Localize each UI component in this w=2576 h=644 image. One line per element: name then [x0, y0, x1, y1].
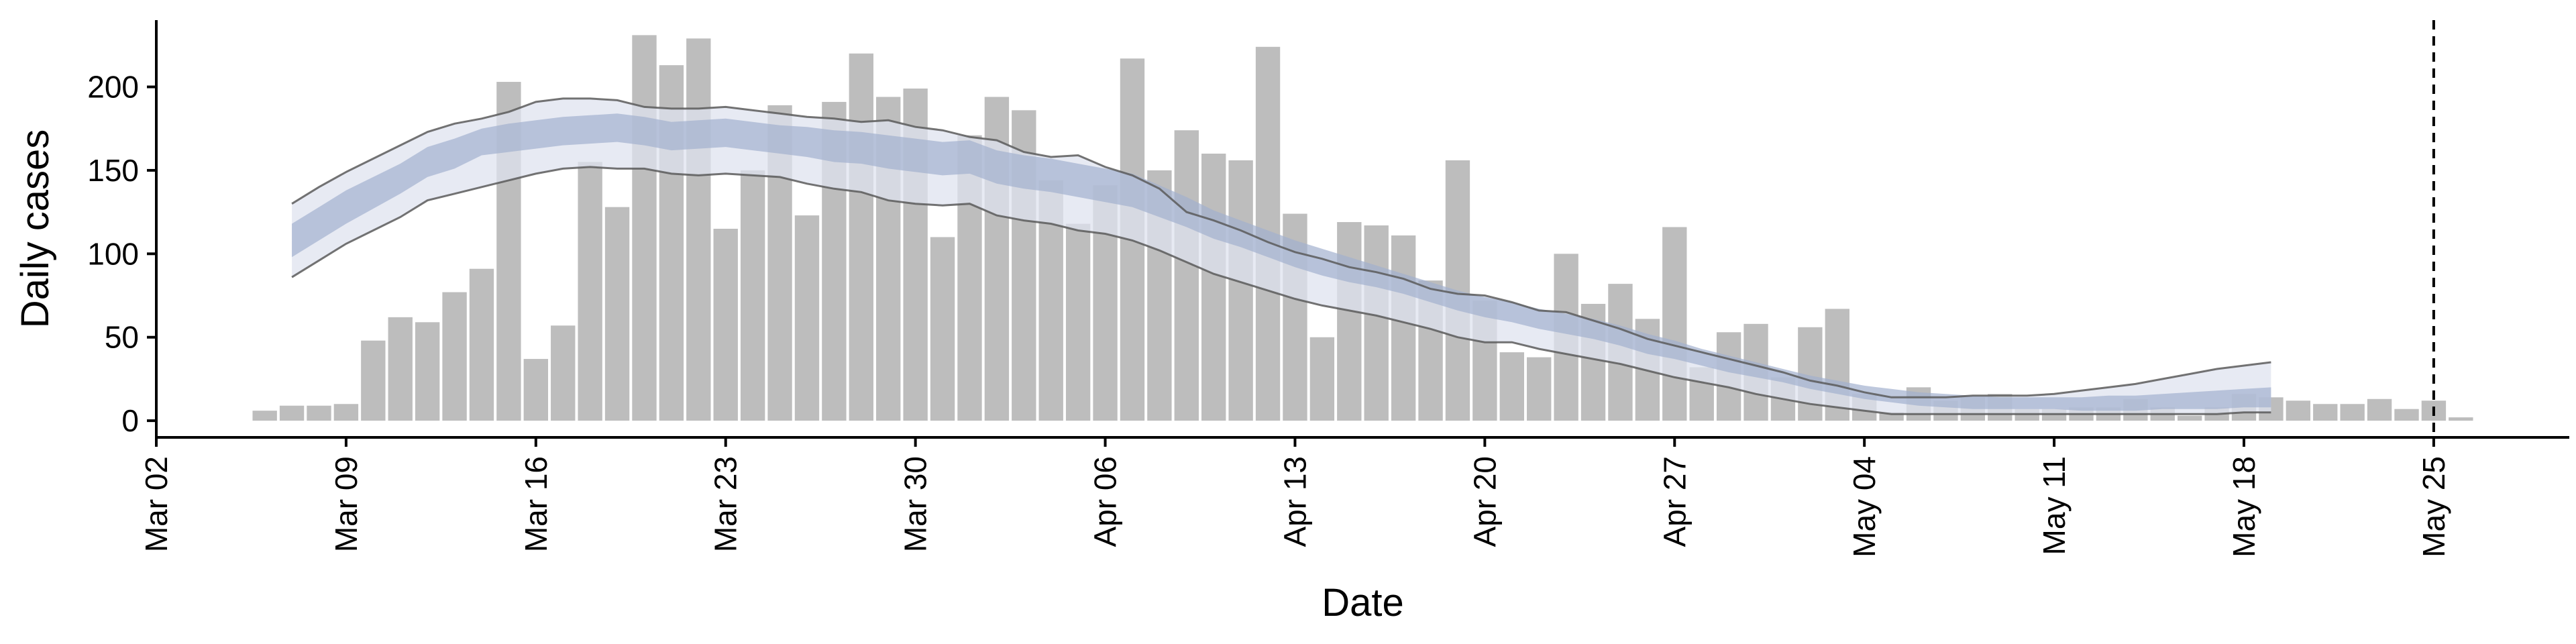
case-bar — [388, 317, 413, 421]
case-bar — [2449, 417, 2473, 421]
x-tick-label: Apr 27 — [1657, 456, 1692, 547]
x-tick-label: May 11 — [2037, 456, 2072, 555]
x-tick-label: Mar 16 — [519, 456, 553, 552]
case-bar — [307, 405, 331, 421]
case-bar — [849, 53, 873, 421]
inner-credible-band — [292, 113, 2271, 411]
case-bar — [361, 340, 386, 421]
y-tick-label: 200 — [87, 70, 139, 105]
case-bars — [252, 35, 2473, 421]
case-bar — [551, 325, 576, 421]
case-bar — [1065, 223, 1091, 421]
case-bar — [740, 170, 765, 421]
case-bar — [2313, 404, 2338, 421]
case-bar — [415, 322, 440, 421]
x-axis-title: Date — [1322, 581, 1404, 625]
case-bar — [252, 411, 277, 421]
y-axis-ticks: 0 50 100 150 200 — [87, 70, 156, 438]
case-bar — [469, 268, 494, 421]
x-tick-label: Mar 23 — [708, 456, 743, 552]
case-bar — [604, 207, 630, 421]
y-tick-label: 100 — [87, 236, 139, 271]
case-bar — [794, 215, 820, 421]
x-tick-label: May 04 — [1847, 456, 1882, 557]
y-tick-label: 150 — [87, 153, 139, 188]
x-tick-label: Mar 09 — [329, 456, 364, 552]
case-bar — [1364, 225, 1389, 421]
case-bar — [1309, 337, 1335, 421]
x-tick-label: May 18 — [2226, 456, 2261, 557]
case-bar — [2177, 415, 2202, 421]
x-tick-label: Apr 06 — [1088, 456, 1123, 547]
case-bar — [1391, 235, 1416, 421]
case-bar — [2340, 404, 2365, 421]
case-bar — [1201, 154, 1226, 421]
case-bar — [442, 292, 467, 421]
case-bar — [1527, 357, 1552, 421]
x-tick-label: Apr 13 — [1277, 456, 1312, 547]
case-bar — [2394, 409, 2419, 421]
case-bar — [713, 229, 738, 421]
y-tick-label: 0 — [121, 403, 139, 438]
case-bar — [578, 162, 602, 421]
case-bar — [2286, 400, 2311, 421]
case-bar — [686, 38, 711, 421]
case-bar — [333, 404, 359, 421]
x-tick-label: Mar 30 — [898, 456, 933, 552]
case-bar — [1337, 222, 1362, 421]
case-bar — [930, 237, 955, 421]
case-bar — [279, 405, 305, 421]
x-tick-label: Apr 20 — [1467, 456, 1502, 547]
outer-lower-line — [291, 166, 2271, 415]
outer-upper-line — [291, 97, 2271, 398]
case-bar — [1499, 352, 1524, 421]
case-bar — [1174, 130, 1199, 421]
case-bar — [632, 35, 657, 421]
y-axis-title: Daily cases — [13, 129, 57, 329]
case-bar — [523, 359, 549, 421]
x-tick-label: May 25 — [2416, 456, 2451, 557]
y-tick-label: 50 — [105, 320, 139, 355]
case-bar — [1228, 160, 1253, 421]
axes — [155, 20, 2569, 439]
case-bar — [1662, 227, 1687, 421]
case-bar — [2367, 398, 2392, 421]
estimate-bands — [291, 97, 2271, 415]
x-tick-label: Mar 02 — [139, 456, 174, 552]
x-axis-ticks: Mar 02 Mar 09 Mar 16 Mar 23 Mar 30 Apr 06 Apr … — [139, 437, 2451, 557]
